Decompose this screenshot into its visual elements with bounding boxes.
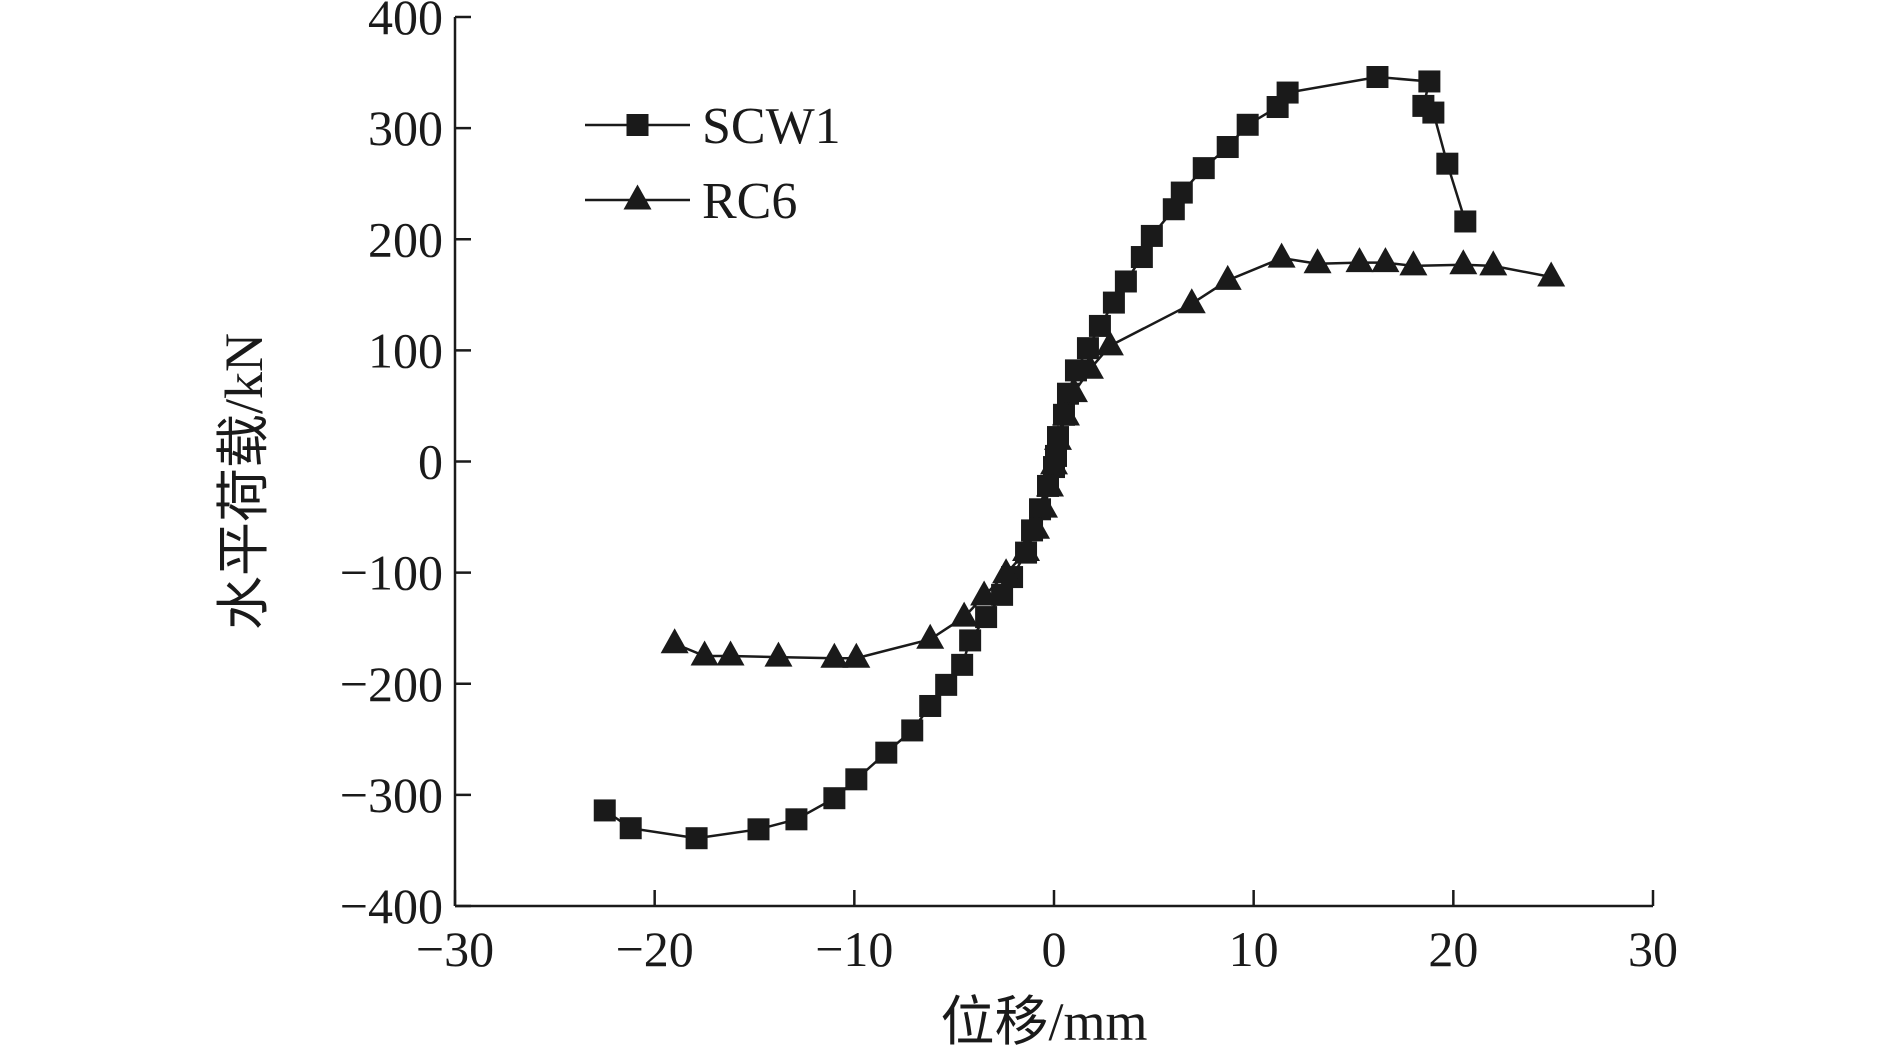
data-point-scw1: [975, 606, 998, 629]
data-point-scw1: [959, 629, 982, 652]
data-point-rc6: [1040, 449, 1068, 475]
data-point-scw1: [919, 694, 942, 717]
x-tick-label: −20: [616, 921, 694, 977]
data-point-scw1: [901, 719, 924, 742]
data-point-rc6: [1303, 248, 1332, 274]
data-point-scw1: [1216, 136, 1239, 159]
legend-marker: [626, 114, 649, 136]
data-point-rc6: [1022, 513, 1051, 539]
data-point-rc6: [1345, 247, 1374, 273]
y-tick-label: 300: [368, 100, 443, 156]
data-point-rc6: [1449, 249, 1478, 275]
data-point-scw1: [823, 787, 846, 810]
x-tick-label: 10: [1229, 921, 1279, 977]
data-point-rc6: [1095, 330, 1124, 356]
data-point-scw1: [1102, 291, 1125, 314]
legend-label: RC6: [702, 173, 797, 230]
data-point-scw1: [1192, 157, 1215, 180]
data-point-scw1: [1088, 314, 1111, 337]
data-point-scw1: [593, 799, 616, 822]
data-point-rc6: [1213, 264, 1242, 290]
data-point-scw1: [991, 583, 1014, 606]
data-point-rc6: [950, 601, 979, 627]
legend-item-scw1: SCW1: [585, 98, 841, 155]
data-point-rc6: [690, 640, 719, 666]
data-point-rc6: [1036, 471, 1065, 497]
y-tick-label: −100: [340, 545, 443, 601]
data-point-rc6: [1043, 424, 1072, 450]
y-tick-label: 0: [418, 434, 443, 490]
data-point-rc6: [916, 623, 945, 649]
data-point-rc6: [1012, 536, 1041, 562]
legend-marker: [623, 184, 652, 210]
data-point-rc6: [764, 641, 793, 667]
legend: SCW1 RC6: [585, 98, 841, 230]
data-point-rc6: [1030, 492, 1059, 518]
series-layer: [593, 66, 1566, 850]
data-point-scw1: [619, 817, 642, 840]
data-point-rc6: [970, 580, 999, 606]
x-tick-label: 30: [1628, 921, 1678, 977]
legend-label: SCW1: [702, 98, 841, 155]
data-point-rc6: [1059, 377, 1088, 403]
x-tick-label: −30: [416, 921, 494, 977]
data-point-rc6: [992, 558, 1021, 584]
data-point-rc6: [1267, 242, 1296, 268]
data-point-rc6: [1537, 261, 1566, 287]
data-point-rc6: [1177, 288, 1206, 314]
series-rc6: [660, 242, 1566, 668]
legend-item-rc6: RC6: [585, 173, 797, 230]
data-point-rc6: [660, 628, 689, 654]
data-point-rc6: [1371, 247, 1400, 273]
data-point-scw1: [1130, 246, 1153, 269]
data-point-scw1: [785, 808, 808, 831]
data-point-rc6: [1075, 353, 1104, 379]
data-point-scw1: [1140, 224, 1163, 247]
x-tick-label: 0: [1042, 921, 1067, 977]
data-point-scw1: [1366, 66, 1389, 89]
x-tick-label: 20: [1428, 921, 1478, 977]
data-point-rc6: [716, 640, 745, 666]
data-point-scw1: [1170, 181, 1193, 204]
y-tick-label: −300: [340, 767, 443, 823]
data-point-scw1: [1454, 210, 1477, 233]
y-tick-label: 400: [368, 0, 443, 45]
data-point-rc6: [842, 642, 871, 668]
data-point-scw1: [1236, 113, 1259, 136]
data-point-scw1: [1436, 152, 1459, 175]
axes: −30 −20 −10 0 10 20 30−400−300−200−10001002003…: [340, 0, 1678, 977]
data-point-scw1: [747, 818, 770, 841]
data-point-scw1: [875, 741, 898, 764]
y-tick-label: −400: [340, 878, 443, 934]
data-point-scw1: [1418, 70, 1441, 93]
x-tick-label: −10: [815, 921, 893, 977]
data-point-rc6: [1051, 400, 1080, 426]
y-axis-title: 水平荷载/kN: [214, 333, 274, 630]
data-point-scw1: [1162, 198, 1185, 221]
data-point-scw1: [935, 673, 958, 696]
data-point-scw1: [1076, 337, 1099, 360]
data-point-scw1: [1276, 81, 1299, 104]
y-tick-label: 100: [368, 322, 443, 378]
y-tick-label: −200: [340, 656, 443, 712]
data-point-rc6: [1479, 250, 1508, 276]
data-point-scw1: [1114, 270, 1137, 293]
data-point-rc6: [1399, 250, 1428, 276]
data-point-scw1: [1422, 101, 1445, 124]
x-axis-title: 位移/mm: [940, 992, 1147, 1048]
data-point-scw1: [951, 653, 974, 676]
y-tick-label: 200: [368, 211, 443, 267]
data-point-scw1: [685, 827, 708, 850]
series-line-rc6: [674, 256, 1552, 660]
data-point-rc6: [820, 642, 849, 668]
data-point-scw1: [845, 768, 868, 791]
